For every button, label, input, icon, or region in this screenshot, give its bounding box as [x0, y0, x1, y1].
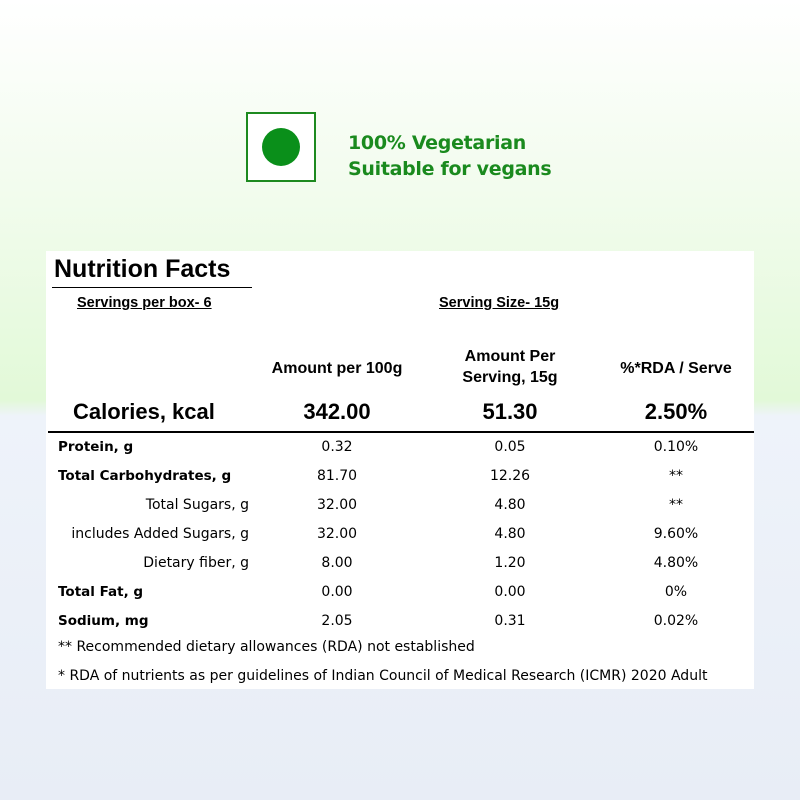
row-per-serving: 12.26 — [489, 468, 531, 484]
row-label: Sodium, mg — [58, 613, 149, 629]
row-per-serving: 0.05 — [494, 439, 526, 455]
row-per-serving: 1.20 — [494, 555, 526, 571]
row-per-serving: 4.80 — [494, 497, 526, 513]
table-row: includes Added Sugars, g 32.00 4.80 9.60… — [46, 520, 754, 549]
row-per-serving: 4.80 — [494, 526, 526, 542]
row-per100g: 0.32 — [321, 439, 353, 455]
veg-dot — [262, 128, 300, 166]
row-label: Total Sugars, g — [145, 497, 249, 513]
row-per100g: 32.00 — [316, 497, 358, 513]
col-header-rda: %*RDA / Serve — [620, 360, 732, 377]
row-label: Dietary fiber, g — [143, 555, 249, 571]
table-row: Protein, g 0.32 0.05 0.10% — [46, 433, 754, 462]
row-rda: 4.80% — [653, 555, 699, 571]
row-rda: 9.60% — [653, 526, 699, 542]
title-underline — [52, 287, 252, 288]
nutrition-panel: Nutrition Facts Servings per box- 6 Serv… — [46, 251, 754, 689]
row-label: Total Carbohydrates, g — [58, 468, 232, 484]
veg-symbol-icon — [246, 112, 316, 182]
row-per100g: 0.00 — [321, 584, 353, 600]
row-rda: ** — [669, 497, 683, 513]
col-header-per100g: Amount per 100g — [271, 360, 403, 377]
row-label: includes Added Sugars, g — [71, 526, 249, 542]
veg-claim-line1: 100% Vegetarian — [348, 132, 526, 154]
table-row: Dietary fiber, g 8.00 1.20 4.80% — [46, 549, 754, 578]
nutrition-title: Nutrition Facts — [54, 255, 231, 283]
col-header-per-serving: Amount Per Serving, 15g — [438, 346, 582, 388]
serving-size: Serving Size- 15g — [439, 295, 560, 311]
row-per100g: 8.00 — [321, 555, 353, 571]
calories-per-serving: 51.30 — [482, 399, 538, 424]
row-per100g: 32.00 — [316, 526, 358, 542]
row-rda: 0.02% — [653, 613, 699, 629]
veg-claim: 100% Vegetarian Suitable for vegans — [348, 130, 552, 182]
table-row: Total Fat, g 0.00 0.00 0% — [46, 578, 754, 607]
servings-per-box: Servings per box- 6 — [77, 295, 212, 311]
table-row: Total Sugars, g 32.00 4.80 ** — [46, 491, 754, 520]
col-header-per-serving-line1: Amount Per — [464, 348, 556, 365]
row-rda: 0% — [664, 584, 688, 600]
veg-claim-line2: Suitable for vegans — [348, 158, 552, 180]
row-rda: ** — [669, 468, 683, 484]
col-header-per-serving-line2: Serving, 15g — [462, 369, 558, 386]
footnote-rda-not-established: ** Recommended dietary allowances (RDA) … — [58, 639, 475, 655]
row-per100g: 81.70 — [316, 468, 358, 484]
table-row: Sodium, mg 2.05 0.31 0.02% — [46, 607, 754, 636]
row-per100g: 2.05 — [321, 613, 353, 629]
calories-rda: 2.50% — [644, 399, 708, 424]
calories-label: Calories, kcal — [73, 399, 215, 424]
row-per-serving: 0.31 — [494, 613, 526, 629]
table-row: Total Carbohydrates, g 81.70 12.26 ** — [46, 462, 754, 491]
row-label: Total Fat, g — [58, 584, 144, 600]
row-label: Protein, g — [58, 439, 134, 455]
calories-per100g: 342.00 — [303, 399, 371, 424]
row-per-serving: 0.00 — [494, 584, 526, 600]
table-divider — [48, 431, 754, 433]
footnote-icmr: * RDA of nutrients as per guidelines of … — [58, 668, 708, 684]
row-rda: 0.10% — [653, 439, 699, 455]
